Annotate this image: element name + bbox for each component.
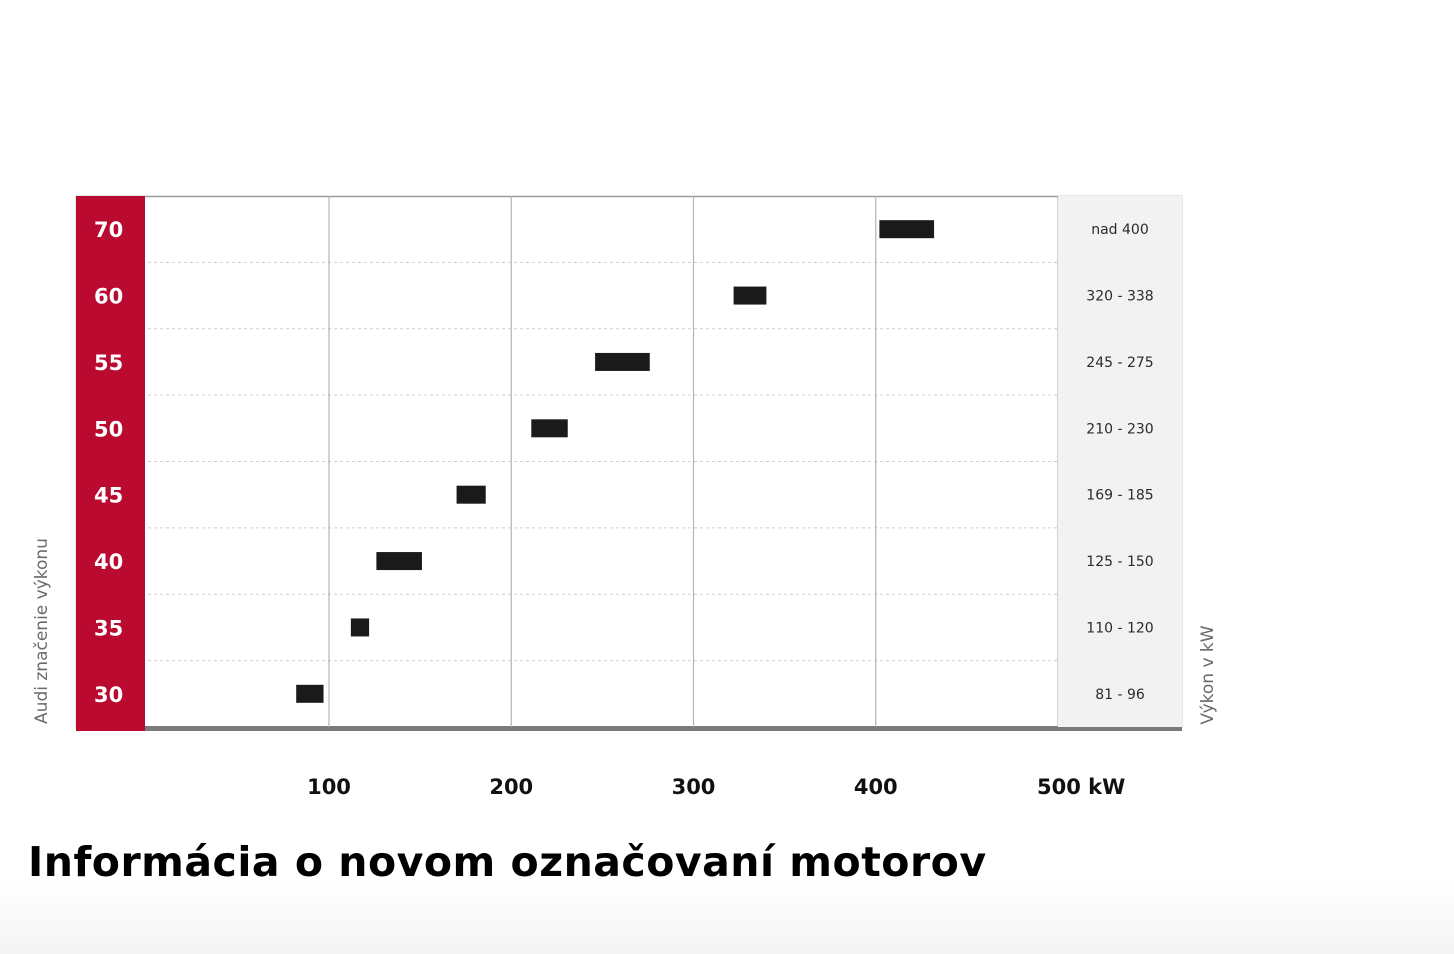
axis-titles: Audi značenie výkonu Výkon v kW xyxy=(32,538,1218,725)
bar-30 xyxy=(296,684,324,703)
bar-50 xyxy=(531,419,568,438)
bar-35 xyxy=(350,618,370,637)
kw-range-label-30: 81 - 96 xyxy=(1095,687,1145,703)
right-axis-title: Výkon v kW xyxy=(1198,625,1218,724)
designation-label-60: 60 xyxy=(94,285,123,309)
kw-range-label-40: 125 - 150 xyxy=(1086,554,1153,570)
x-tick-500-kw: 500 kW xyxy=(1037,775,1125,799)
x-tick-100: 100 xyxy=(307,775,351,799)
chart-grid xyxy=(76,196,1182,727)
kw-range-label-50: 210 - 230 xyxy=(1086,421,1153,437)
x-axis-ticks: 100 200 300 400 500 kW xyxy=(307,775,1125,799)
power-designation-chart: 70 60 55 50 45 40 35 30 nad 400 320 - 338 245 - 2… xyxy=(32,195,1218,799)
kw-range-label-70: nad 400 xyxy=(1091,222,1149,238)
designation-label-40: 40 xyxy=(94,550,123,574)
designation-band: 70 60 55 50 45 40 35 30 xyxy=(76,196,145,731)
range-panel-background xyxy=(1058,196,1182,727)
designation-label-35: 35 xyxy=(94,616,123,640)
designation-label-45: 45 xyxy=(94,484,123,508)
chart-frame xyxy=(75,195,1183,731)
x-tick-200: 200 xyxy=(489,775,533,799)
y-axis-title: Audi značenie výkonu xyxy=(32,538,52,724)
page-title: Informácia o novom označovaní motorov xyxy=(28,838,987,886)
x-axis-line xyxy=(145,726,1182,731)
designation-label-30: 30 xyxy=(94,683,123,707)
kw-range-label-60: 320 - 338 xyxy=(1086,289,1153,305)
bar-70 xyxy=(879,220,935,239)
designation-label-70: 70 xyxy=(94,218,123,242)
kw-range-label-35: 110 - 120 xyxy=(1086,620,1153,636)
bar-55 xyxy=(595,352,650,371)
bar-40 xyxy=(376,552,422,571)
bar-60 xyxy=(733,286,767,305)
kw-range-panel: nad 400 320 - 338 245 - 275 210 - 230 169 - … xyxy=(1058,196,1182,727)
x-tick-300: 300 xyxy=(672,775,716,799)
designation-label-55: 55 xyxy=(94,351,123,375)
bar-45 xyxy=(456,485,486,504)
designation-band-background xyxy=(76,196,145,731)
x-tick-400: 400 xyxy=(854,775,898,799)
chart-bars xyxy=(296,220,935,703)
designation-label-50: 50 xyxy=(94,417,123,441)
kw-range-label-45: 169 - 185 xyxy=(1086,488,1153,504)
kw-range-label-55: 245 - 275 xyxy=(1086,355,1153,371)
